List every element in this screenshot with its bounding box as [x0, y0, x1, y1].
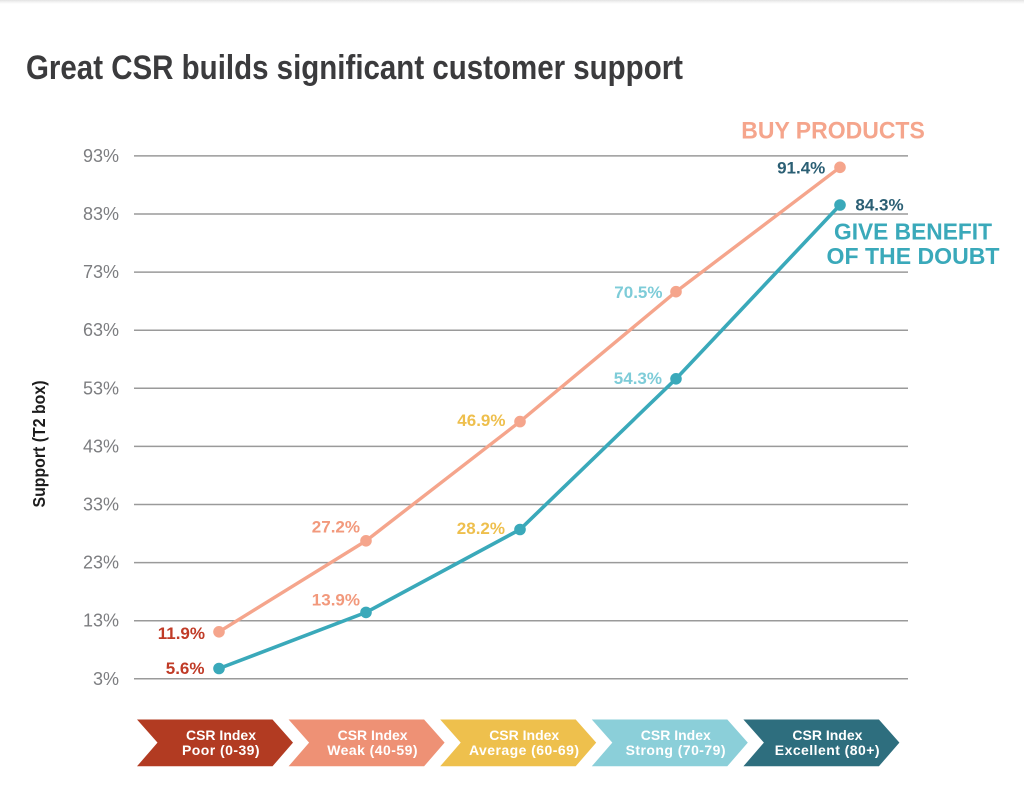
svg-text:28.2%: 28.2%: [457, 519, 505, 538]
svg-text:13%: 13%: [83, 611, 119, 631]
svg-text:46.9%: 46.9%: [457, 411, 505, 430]
svg-text:Great CSR builds significant c: Great CSR builds significant customer su…: [26, 49, 683, 87]
svg-text:Excellent (80+): Excellent (80+): [775, 742, 880, 758]
svg-text:93%: 93%: [83, 146, 119, 166]
svg-text:BUY PRODUCTS: BUY PRODUCTS: [741, 118, 925, 145]
svg-text:CSR Index: CSR Index: [338, 727, 408, 743]
svg-text:3%: 3%: [93, 669, 119, 689]
svg-text:CSR Index: CSR Index: [489, 727, 559, 743]
svg-text:84.3%: 84.3%: [855, 195, 903, 214]
svg-text:63%: 63%: [83, 320, 119, 340]
svg-text:CSR Index: CSR Index: [186, 727, 256, 743]
svg-text:11.9%: 11.9%: [158, 624, 205, 643]
svg-text:54.3%: 54.3%: [614, 369, 662, 388]
svg-text:83%: 83%: [83, 204, 119, 224]
svg-text:Support (T2 box): Support (T2 box): [29, 381, 49, 508]
svg-text:GIVE BENEFIT: GIVE BENEFIT: [834, 219, 992, 245]
svg-text:13.9%: 13.9%: [312, 591, 360, 610]
svg-text:91.4%: 91.4%: [777, 158, 825, 177]
svg-text:OF THE DOUBT: OF THE DOUBT: [827, 243, 1000, 269]
svg-text:CSR Index: CSR Index: [641, 727, 711, 743]
svg-text:Average (60-69): Average (60-69): [469, 742, 580, 758]
svg-text:73%: 73%: [83, 262, 119, 282]
svg-text:Poor (0-39): Poor (0-39): [182, 742, 260, 758]
svg-text:70.5%: 70.5%: [614, 283, 662, 302]
svg-text:53%: 53%: [83, 378, 119, 398]
svg-text:5.6%: 5.6%: [166, 659, 205, 678]
svg-text:Weak (40-59): Weak (40-59): [327, 742, 418, 758]
svg-text:27.2%: 27.2%: [312, 518, 360, 537]
svg-text:CSR Index: CSR Index: [792, 727, 862, 743]
svg-text:Strong (70-79): Strong (70-79): [626, 742, 726, 758]
svg-text:23%: 23%: [83, 553, 119, 573]
svg-text:33%: 33%: [83, 495, 119, 515]
svg-text:43%: 43%: [83, 436, 119, 456]
